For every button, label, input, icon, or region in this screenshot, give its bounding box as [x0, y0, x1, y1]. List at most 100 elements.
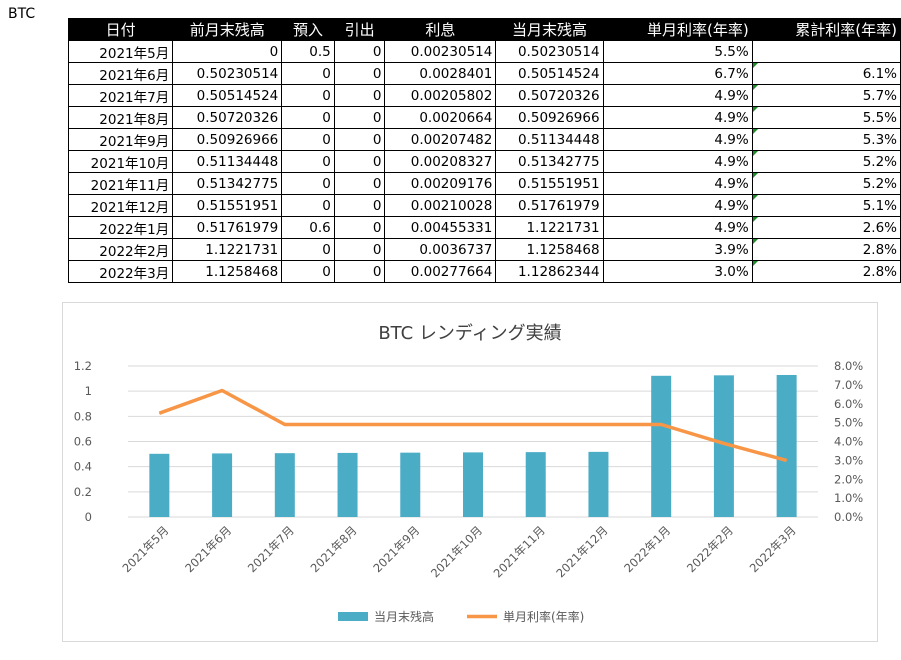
table-cell[interactable]: 0.00205802 — [384, 84, 497, 107]
table-cell[interactable]: 5.2% — [751, 150, 901, 173]
table-cell[interactable]: 0.51761979 — [495, 194, 604, 217]
table-cell[interactable]: 0.51342775 — [172, 172, 283, 195]
table-cell[interactable]: 2.6% — [751, 216, 901, 239]
table-cell[interactable]: 2021年10月 — [67, 150, 174, 173]
table-cell[interactable]: 4.9% — [602, 84, 753, 107]
table-cell[interactable]: 0 — [281, 238, 335, 261]
table-cell[interactable]: 0.51134448 — [495, 128, 604, 151]
table-cell[interactable]: 0 — [333, 150, 386, 173]
column-header[interactable]: 日付 — [67, 18, 174, 41]
table-cell[interactable]: 5.5% — [751, 106, 901, 129]
table-cell[interactable]: 5.5% — [602, 40, 753, 63]
table-cell[interactable]: 0.00208327 — [384, 150, 497, 173]
column-header[interactable]: 引出 — [333, 18, 386, 41]
table-cell[interactable]: 0 — [281, 62, 335, 85]
table-cell[interactable]: 0.51134448 — [172, 150, 283, 173]
column-header[interactable]: 預入 — [281, 18, 335, 41]
table-cell[interactable]: 6.1% — [751, 62, 901, 85]
table-cell[interactable]: 0 — [333, 128, 386, 151]
table-cell[interactable]: 0.51761979 — [172, 216, 283, 239]
table-cell[interactable]: 2021年7月 — [67, 84, 174, 107]
table-cell[interactable]: 2021年6月 — [67, 62, 174, 85]
table-cell[interactable]: 0.00455331 — [384, 216, 497, 239]
table-cell[interactable]: 0 — [333, 62, 386, 85]
table-cell[interactable]: 0 — [281, 194, 335, 217]
table-cell[interactable]: 4.9% — [602, 194, 753, 217]
table-cell[interactable]: 2.8% — [751, 238, 901, 261]
table-cell[interactable]: 4.9% — [602, 106, 753, 129]
table-cell[interactable]: 2021年11月 — [67, 172, 174, 195]
table-cell[interactable]: 0.0028401 — [384, 62, 497, 85]
table-cell[interactable]: 1.1221731 — [495, 216, 604, 239]
table-cell[interactable]: 2021年8月 — [67, 106, 174, 129]
table-cell[interactable]: 0.50514524 — [172, 84, 283, 107]
table-cell[interactable]: 0 — [281, 84, 335, 107]
table-cell[interactable]: 1.1258468 — [495, 238, 604, 261]
table-cell[interactable]: 0 — [333, 238, 386, 261]
table-cell[interactable]: 0.51551951 — [172, 194, 283, 217]
table-cell[interactable]: 5.2% — [751, 172, 901, 195]
table-cell[interactable]: 4.9% — [602, 150, 753, 173]
table-cell[interactable]: 0.00210028 — [384, 194, 497, 217]
table-cell[interactable]: 0 — [333, 216, 386, 239]
table-cell[interactable]: 0.50230514 — [495, 40, 604, 63]
table-cell[interactable]: 0 — [281, 150, 335, 173]
table-cell[interactable]: 0.50720326 — [172, 106, 283, 129]
table-cell[interactable]: 0 — [281, 260, 335, 283]
table-cell[interactable]: 0.00209176 — [384, 172, 497, 195]
y-left-tick-label: 1 — [85, 384, 92, 398]
table-cell[interactable]: 0.0036737 — [384, 238, 497, 261]
table-cell[interactable]: 0.50926966 — [495, 106, 604, 129]
table-cell[interactable]: 0.6 — [281, 216, 335, 239]
table-cell[interactable]: 2022年3月 — [67, 260, 174, 283]
table-cell[interactable]: 0 — [281, 172, 335, 195]
table-cell[interactable]: 0.00207482 — [384, 128, 497, 151]
table-cell[interactable]: 0 — [333, 260, 386, 283]
column-header[interactable]: 利息 — [384, 18, 497, 41]
table-cell[interactable]: 3.0% — [602, 260, 753, 283]
table-cell[interactable]: 0.50720326 — [495, 84, 604, 107]
table-cell[interactable]: 0 — [333, 194, 386, 217]
table-cell[interactable]: 0.00230514 — [384, 40, 497, 63]
chart-area[interactable]: BTC レンディング実績 0 0.2 0.4 0.6 0.8 1 1.2 0.0% 1.0% 2.0… — [62, 302, 878, 642]
table-cell[interactable]: 0.50230514 — [172, 62, 283, 85]
column-header[interactable]: 前月末残高 — [172, 18, 283, 41]
table-cell[interactable]: 0.5 — [281, 40, 335, 63]
table-cell[interactable]: 2022年1月 — [67, 216, 174, 239]
table-cell[interactable]: 0 — [281, 106, 335, 129]
table-cell[interactable]: 0.00277664 — [384, 260, 497, 283]
table-cell[interactable]: 2.8% — [751, 260, 901, 283]
table-cell[interactable]: 2021年5月 — [67, 40, 174, 63]
table-cell[interactable]: 6.7% — [602, 62, 753, 85]
table-cell[interactable]: 0.50926966 — [172, 128, 283, 151]
table-cell[interactable]: 1.12862344 — [495, 260, 604, 283]
table-cell[interactable] — [751, 40, 901, 63]
bar — [463, 452, 483, 517]
y-right-tick-label: 8.0% — [834, 359, 863, 373]
table-cell[interactable]: 0 — [281, 128, 335, 151]
table-cell[interactable]: 0.51551951 — [495, 172, 604, 195]
column-header[interactable]: 当月末残高 — [495, 18, 604, 41]
column-header[interactable]: 累計利率(年率) — [751, 18, 901, 41]
table-cell[interactable]: 2021年12月 — [67, 194, 174, 217]
table-cell[interactable]: 0.51342775 — [495, 150, 604, 173]
table-cell[interactable]: 0 — [172, 40, 283, 63]
table-cell[interactable]: 0.0020664 — [384, 106, 497, 129]
table-cell[interactable]: 0 — [333, 172, 386, 195]
table-cell[interactable]: 5.3% — [751, 128, 901, 151]
table-cell[interactable]: 4.9% — [602, 172, 753, 195]
table-cell[interactable]: 1.1221731 — [172, 238, 283, 261]
table-cell[interactable]: 4.9% — [602, 216, 753, 239]
table-cell[interactable]: 2022年2月 — [67, 238, 174, 261]
table-cell[interactable]: 1.1258468 — [172, 260, 283, 283]
table-cell[interactable]: 5.7% — [751, 84, 901, 107]
table-cell[interactable]: 2021年9月 — [67, 128, 174, 151]
table-cell[interactable]: 4.9% — [602, 128, 753, 151]
table-cell[interactable]: 3.9% — [602, 238, 753, 261]
column-header[interactable]: 単月利率(年率) — [602, 18, 753, 41]
table-cell[interactable]: 0.50514524 — [495, 62, 604, 85]
table-cell[interactable]: 0 — [333, 106, 386, 129]
table-cell[interactable]: 5.1% — [751, 194, 901, 217]
table-cell[interactable]: 0 — [333, 84, 386, 107]
table-cell[interactable]: 0 — [333, 40, 386, 63]
